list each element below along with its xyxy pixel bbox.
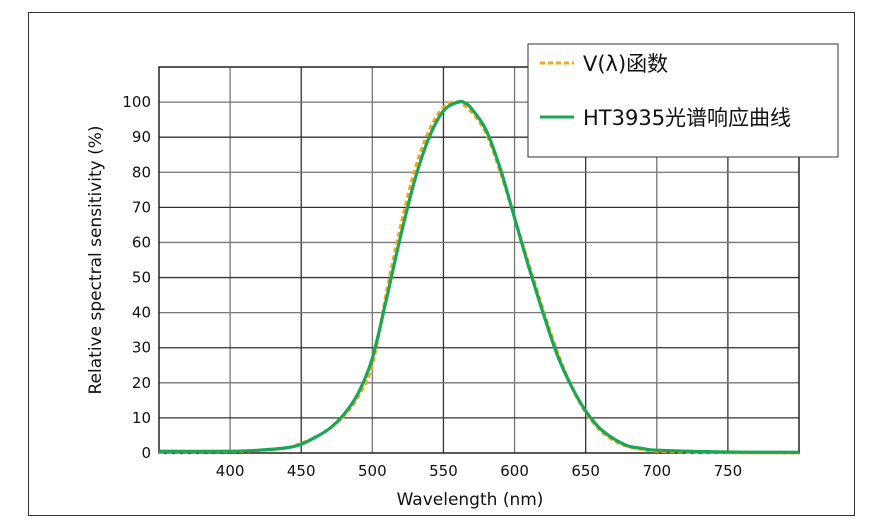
y-tick-label: 10 xyxy=(132,409,151,427)
y-tick-label: 100 xyxy=(122,93,151,111)
x-tick-label: 750 xyxy=(714,462,743,480)
legend-label-ht3935: HT3935光谱响应曲线 xyxy=(583,106,791,130)
x-axis-label: Wavelength (nm) xyxy=(397,490,544,510)
series-line-vlambda xyxy=(158,100,800,455)
legend: V(λ)函数 HT3935光谱响应曲线 xyxy=(527,43,839,158)
grid xyxy=(159,67,799,453)
x-tick-label: 700 xyxy=(642,462,671,480)
legend-label-vlambda: V(λ)函数 xyxy=(583,52,668,76)
y-tick-label: 20 xyxy=(132,374,151,392)
y-tick-label: 50 xyxy=(132,269,151,287)
plot-area-border xyxy=(158,66,800,454)
legend-box xyxy=(527,43,839,158)
x-tick-label: 550 xyxy=(429,462,458,480)
x-tick-label: 600 xyxy=(500,462,529,480)
y-tick-label: 80 xyxy=(132,163,151,181)
x-tick-label: 400 xyxy=(216,462,245,480)
x-tick-label: 650 xyxy=(571,462,600,480)
y-tick-label: 30 xyxy=(132,339,151,357)
x-tick-label: 500 xyxy=(358,462,387,480)
y-tick-label: 70 xyxy=(132,198,151,216)
y-axis-label: Relative spectral sensitivity (%) xyxy=(86,125,106,394)
tick-labels: 400 450 500 550 600 650 700 750 0 10 20 30 40 50 60 70 8… xyxy=(122,93,742,480)
x-tick-label: 450 xyxy=(287,462,316,480)
y-tick-label: 60 xyxy=(132,233,151,251)
y-tick-label: 40 xyxy=(132,304,151,322)
y-tick-label: 0 xyxy=(141,444,151,462)
series-group xyxy=(158,99,800,455)
y-tick-label: 90 xyxy=(132,128,151,146)
